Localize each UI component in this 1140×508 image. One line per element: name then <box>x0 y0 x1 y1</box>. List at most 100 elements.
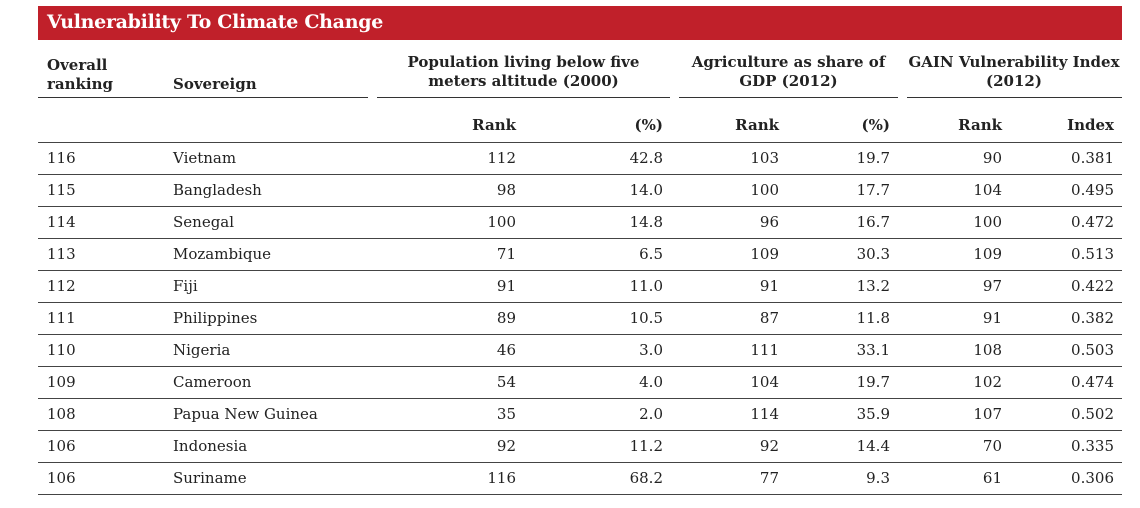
cell-agriculture-percent: 9.3 <box>866 469 890 487</box>
cell-gain-index: 0.495 <box>1071 181 1114 199</box>
cell-population-rank: 112 <box>487 149 516 167</box>
cell-sovereign: Bangladesh <box>173 181 262 199</box>
cell-gain-rank: 61 <box>982 469 1002 487</box>
cell-overall-rank: 116 <box>47 149 76 167</box>
subheader-rank: Rank <box>472 116 516 134</box>
row-divider <box>38 334 1122 335</box>
row-divider <box>38 430 1122 431</box>
cell-agriculture-percent: 35.9 <box>856 405 890 423</box>
header-gain: GAIN Vulnerability Index (2012) <box>908 53 1120 90</box>
cell-population-rank: 100 <box>487 213 516 231</box>
cell-gain-rank: 108 <box>973 341 1002 359</box>
cell-population-rank: 46 <box>496 341 516 359</box>
cell-sovereign: Philippines <box>173 309 258 327</box>
cell-population-percent: 3.0 <box>639 341 663 359</box>
cell-agriculture-percent: 30.3 <box>856 245 890 263</box>
row-divider <box>38 302 1122 303</box>
cell-overall-rank: 108 <box>47 405 76 423</box>
cell-overall-rank: 115 <box>47 181 76 199</box>
cell-gain-rank: 102 <box>973 373 1002 391</box>
row-divider <box>38 174 1122 175</box>
cell-population-percent: 68.2 <box>629 469 663 487</box>
cell-overall-rank: 106 <box>47 437 76 455</box>
group-divider <box>679 97 898 98</box>
cell-population-percent: 6.5 <box>639 245 663 263</box>
cell-sovereign: Cameroon <box>173 373 252 391</box>
cell-population-percent: 14.8 <box>629 213 663 231</box>
cell-agriculture-rank: 109 <box>750 245 779 263</box>
cell-population-percent: 11.2 <box>629 437 663 455</box>
cell-agriculture-rank: 114 <box>750 405 779 423</box>
cell-population-percent: 11.0 <box>629 277 663 295</box>
cell-agriculture-percent: 13.2 <box>856 277 890 295</box>
header-population: Population living below five meters alti… <box>407 53 640 90</box>
cell-agriculture-rank: 103 <box>750 149 779 167</box>
cell-agriculture-rank: 91 <box>759 277 779 295</box>
row-divider <box>38 206 1122 207</box>
subheader-rank: Rank <box>958 116 1002 134</box>
row-divider <box>38 494 1122 495</box>
cell-gain-index: 0.503 <box>1071 341 1114 359</box>
cell-agriculture-rank: 104 <box>750 373 779 391</box>
cell-population-percent: 2.0 <box>639 405 663 423</box>
cell-sovereign: Fiji <box>173 277 198 295</box>
group-divider <box>907 97 1122 98</box>
subheader-percent: (%) <box>861 116 890 134</box>
cell-overall-rank: 106 <box>47 469 76 487</box>
cell-gain-index: 0.335 <box>1071 437 1114 455</box>
cell-population-percent: 42.8 <box>629 149 663 167</box>
title-bar: Vulnerability To Climate Change <box>38 6 1122 40</box>
header-sovereign: Sovereign <box>173 75 257 93</box>
cell-gain-index: 0.381 <box>1071 149 1114 167</box>
cell-population-rank: 35 <box>496 405 516 423</box>
subheader-rank: Rank <box>735 116 779 134</box>
cell-gain-rank: 100 <box>973 213 1002 231</box>
row-divider <box>38 270 1122 271</box>
cell-population-rank: 54 <box>496 373 516 391</box>
cell-gain-rank: 97 <box>982 277 1002 295</box>
cell-gain-rank: 90 <box>982 149 1002 167</box>
cell-overall-rank: 114 <box>47 213 76 231</box>
cell-sovereign: Nigeria <box>173 341 231 359</box>
cell-agriculture-rank: 111 <box>750 341 779 359</box>
header-agriculture: Agriculture as share of GDP (2012) <box>691 53 886 90</box>
cell-gain-index: 0.422 <box>1071 277 1114 295</box>
row-divider <box>38 238 1122 239</box>
row-divider <box>38 366 1122 367</box>
cell-gain-index: 0.513 <box>1071 245 1114 263</box>
row-divider <box>38 462 1122 463</box>
cell-gain-index: 0.382 <box>1071 309 1114 327</box>
group-divider <box>377 97 670 98</box>
cell-population-percent: 10.5 <box>629 309 663 327</box>
cell-overall-rank: 109 <box>47 373 76 391</box>
cell-population-rank: 71 <box>496 245 516 263</box>
cell-overall-rank: 110 <box>47 341 76 359</box>
cell-agriculture-rank: 77 <box>759 469 779 487</box>
cell-overall-rank: 112 <box>47 277 76 295</box>
cell-population-rank: 98 <box>496 181 516 199</box>
header-overall-ranking: Overall ranking <box>47 56 114 93</box>
cell-sovereign: Vietnam <box>173 149 237 167</box>
subheader-index: Index <box>1067 116 1114 134</box>
row-divider <box>38 142 1122 143</box>
cell-agriculture-rank: 87 <box>759 309 779 327</box>
cell-agriculture-percent: 19.7 <box>856 149 890 167</box>
cell-population-percent: 4.0 <box>639 373 663 391</box>
cell-agriculture-percent: 17.7 <box>856 181 890 199</box>
cell-gain-index: 0.306 <box>1071 469 1114 487</box>
cell-sovereign: Senegal <box>173 213 235 231</box>
group-divider <box>38 97 368 98</box>
cell-sovereign: Mozambique <box>173 245 271 263</box>
cell-agriculture-rank: 96 <box>759 213 779 231</box>
cell-gain-index: 0.472 <box>1071 213 1114 231</box>
cell-population-percent: 14.0 <box>629 181 663 199</box>
row-divider <box>38 398 1122 399</box>
cell-population-rank: 91 <box>496 277 516 295</box>
cell-gain-index: 0.502 <box>1071 405 1114 423</box>
cell-population-rank: 116 <box>487 469 516 487</box>
table-title: Vulnerability To Climate Change <box>47 11 383 33</box>
subheader-percent: (%) <box>634 116 663 134</box>
cell-gain-index: 0.474 <box>1071 373 1114 391</box>
cell-agriculture-percent: 33.1 <box>856 341 890 359</box>
cell-population-rank: 89 <box>496 309 516 327</box>
